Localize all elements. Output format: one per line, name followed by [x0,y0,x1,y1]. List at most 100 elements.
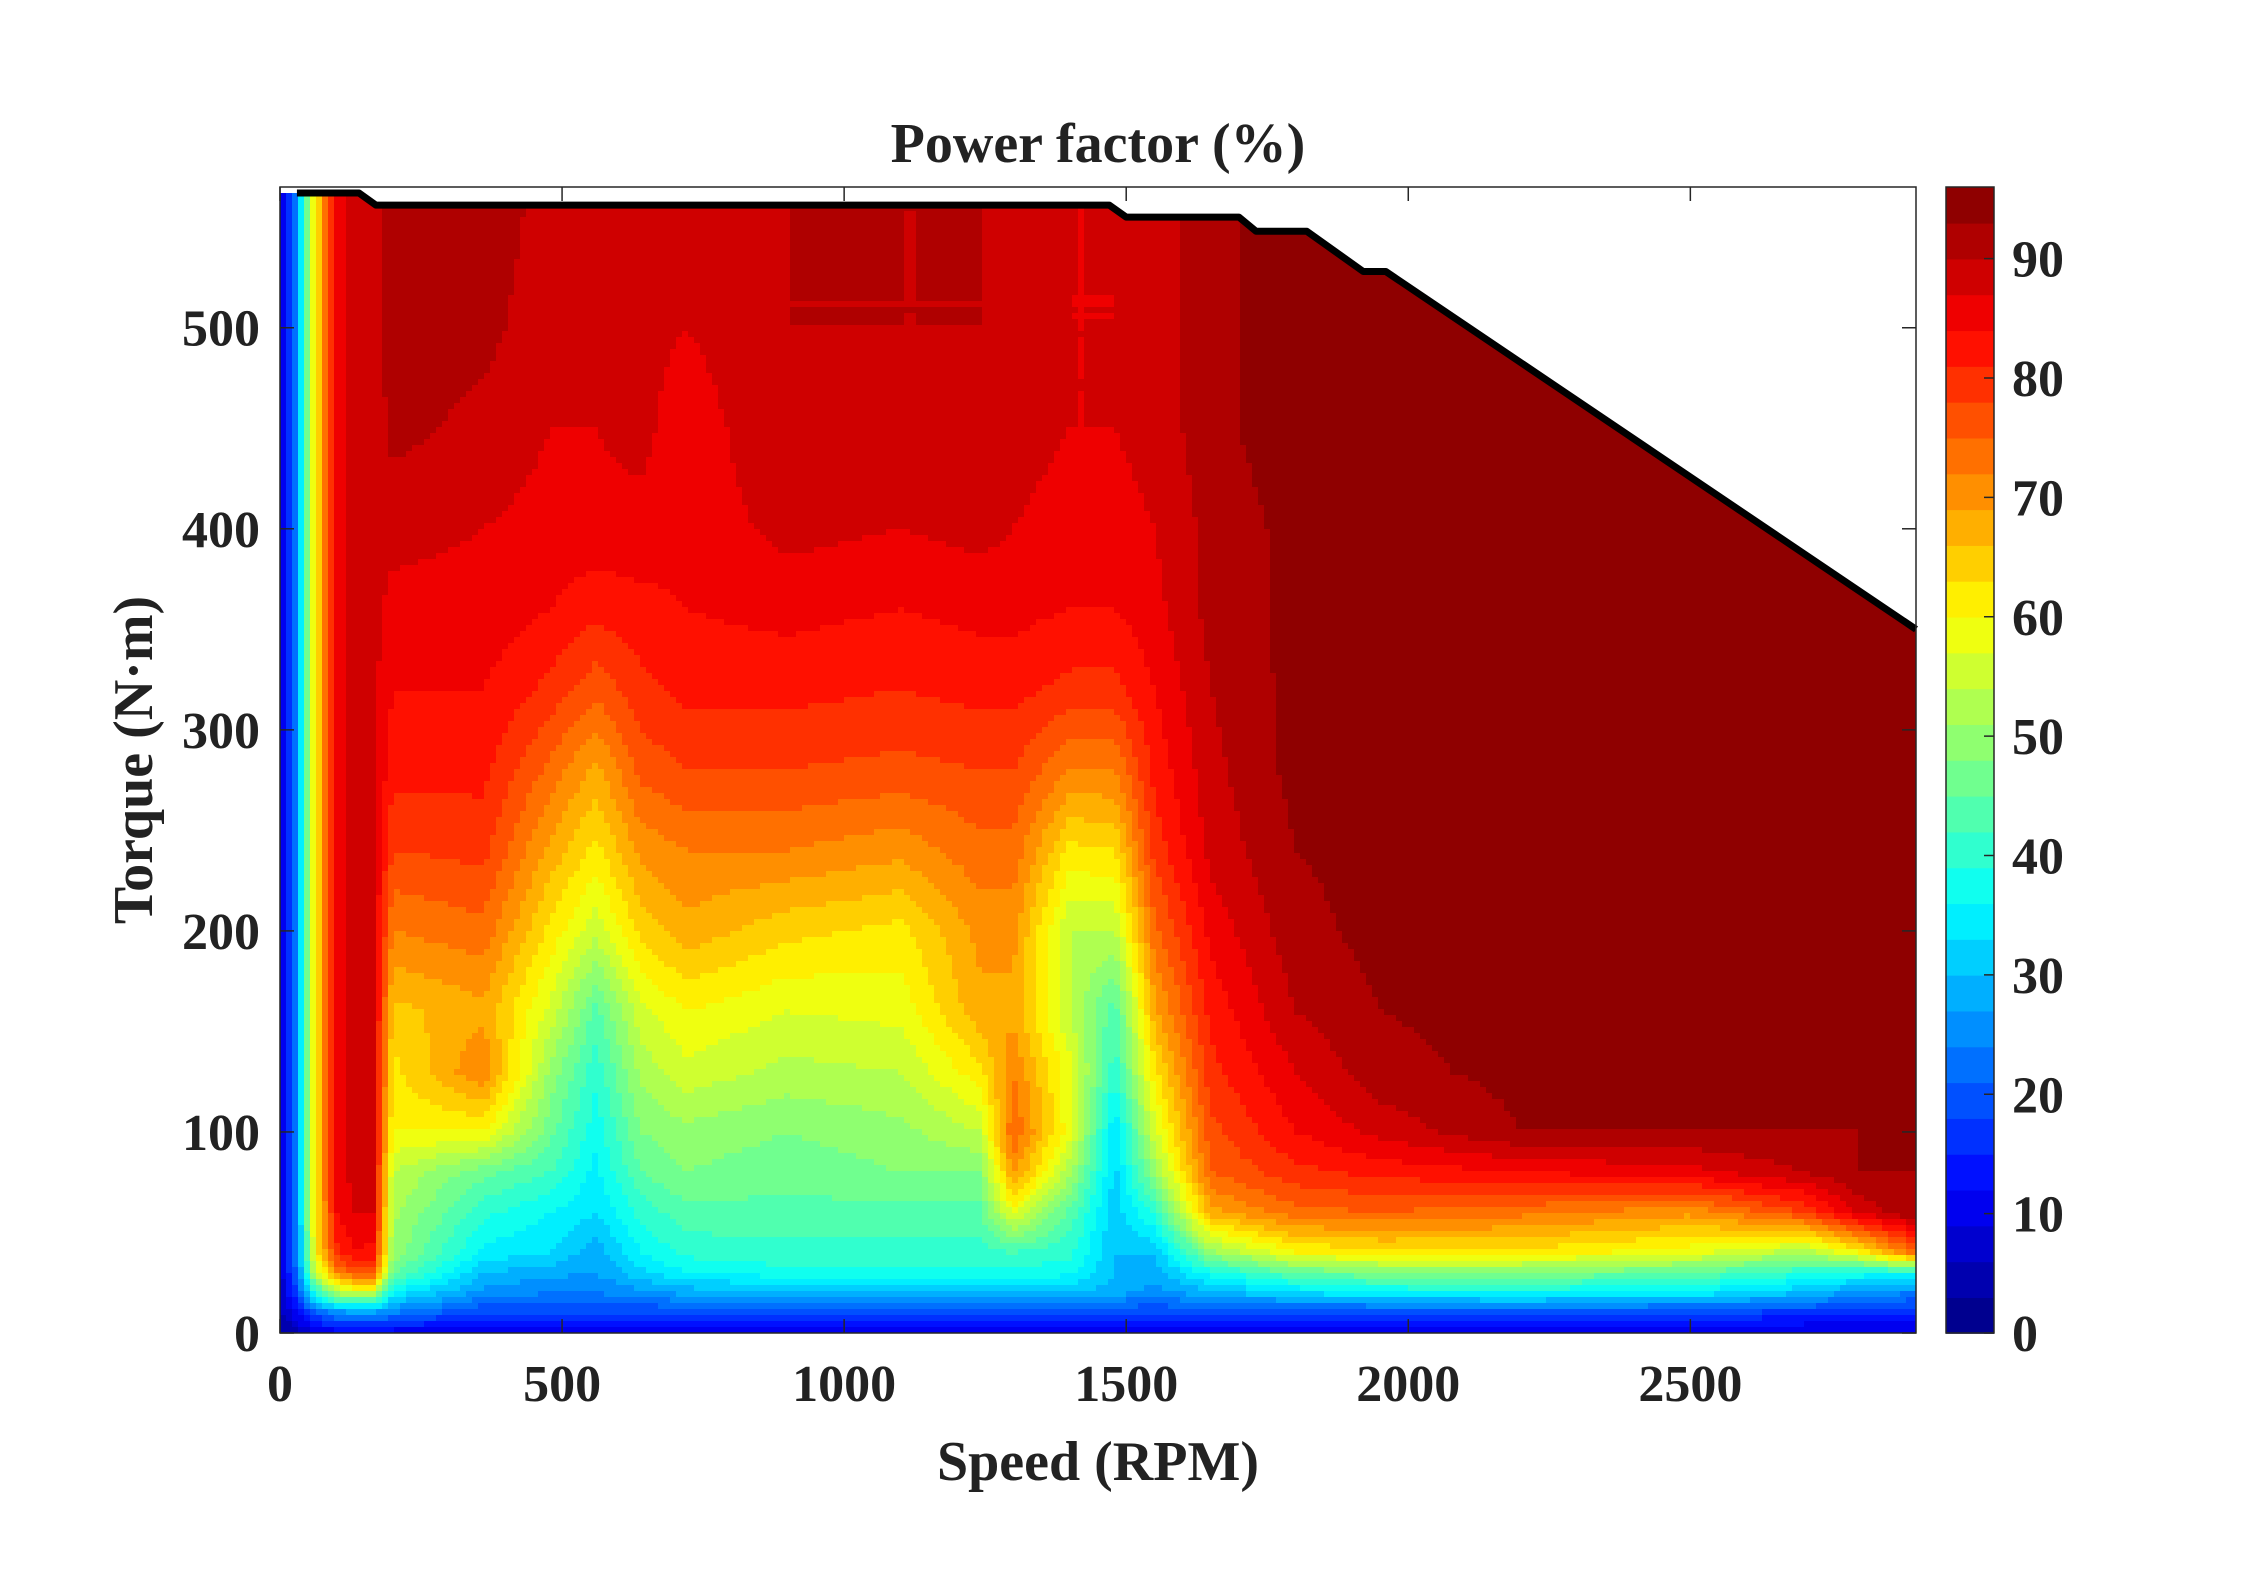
contour-cell [328,379,335,386]
contour-cell [298,697,305,704]
contour-cell [1276,679,1916,686]
contour-cell [304,415,311,422]
contour-cell [526,481,737,488]
contour-cell [1144,1063,1151,1070]
contour-cell [598,805,617,812]
contour-cell [310,841,317,848]
contour-cell [298,559,305,566]
contour-cell [982,253,1079,260]
contour-cell [568,925,587,932]
contour-cell [316,361,323,368]
contour-cell [280,445,287,452]
contour-cell [292,565,299,572]
contour-cell [1120,901,1127,908]
contour-cell [286,913,293,920]
contour-cell [934,883,977,890]
contour-cell [292,955,299,962]
contour-cell [1198,589,1271,596]
contour-cell [1324,1099,1379,1106]
contour-cell [286,883,293,890]
contour-cell [346,595,383,602]
contour-cell [1228,775,1283,782]
contour-cell [1180,997,1193,1004]
contour-cell [310,277,317,284]
contour-cell [292,901,299,908]
contour-cell [550,793,575,800]
contour-cell [616,943,629,950]
contour-cell [346,697,377,704]
contour-cell [682,1045,707,1052]
contour-cell [298,541,305,548]
contour-cell [1120,673,1151,680]
contour-cell [1126,1045,1133,1052]
contour-cell [532,829,557,836]
contour-cell [382,991,389,998]
contour-cell [1060,1081,1073,1088]
contour-cell [388,883,497,890]
contour-cell [1360,967,1916,974]
contour-cell [304,685,311,692]
contour-cell [328,535,335,542]
contour-cell [514,283,791,290]
contour-cell [1138,1069,1145,1076]
contour-cell [1036,883,1055,890]
contour-cell [1120,1045,1127,1052]
contour-cell [598,943,617,950]
contour-cell [298,1039,305,1046]
contour-cell [586,625,605,632]
contour-cell [1222,733,1277,740]
contour-cell [628,1081,641,1088]
contour-cell [472,385,665,392]
contour-cell [1054,883,1067,890]
contour-cell [706,367,1079,374]
contour-cell [280,481,287,488]
contour-cell [292,271,299,278]
contour-cell [484,1033,497,1040]
contour-cell [568,1021,581,1028]
contour-cell [772,1015,839,1022]
contour-cell [502,907,521,914]
contour-cell [280,529,287,536]
contour-cell [532,997,551,1004]
contour-cell [910,1039,935,1046]
contour-cell [1240,811,1289,818]
contour-cell [1030,493,1145,500]
contour-cell [1240,937,1277,944]
contour-cell [496,817,521,824]
contour-cell [586,1063,605,1070]
contour-cell [346,973,377,980]
contour-cell [532,919,551,926]
contour-cell [316,709,323,716]
contour-cell [328,601,335,608]
contour-cell [982,259,1079,266]
contour-cell [334,985,347,992]
contour-cell [586,1081,605,1088]
contour-cell [934,919,965,926]
contour-cell [292,265,299,272]
contour-cell [304,259,311,266]
contour-cell [304,583,311,590]
contour-cell [790,211,905,218]
contour-cell [808,763,965,770]
contour-cell [604,967,617,974]
contour-cell [1162,1051,1175,1058]
contour-cell [280,871,287,878]
contour-cell [1132,973,1139,980]
contour-cell [592,1051,599,1058]
contour-cell [334,583,347,590]
contour-cell [556,1051,569,1058]
contour-cell [1132,961,1139,968]
contour-cell [622,1015,635,1022]
contour-cell [646,733,1037,740]
contour-cell [1192,739,1223,746]
contour-cell [346,403,389,410]
contour-cell [1072,295,1115,302]
contour-cell [1036,949,1049,956]
contour-cell [346,961,377,968]
contour-cell [316,493,323,500]
contour-cell [1156,1003,1169,1010]
contour-cell [574,1063,587,1070]
contour-cell [1138,1003,1145,1010]
contour-cell [388,1039,431,1046]
contour-cell [286,739,293,746]
